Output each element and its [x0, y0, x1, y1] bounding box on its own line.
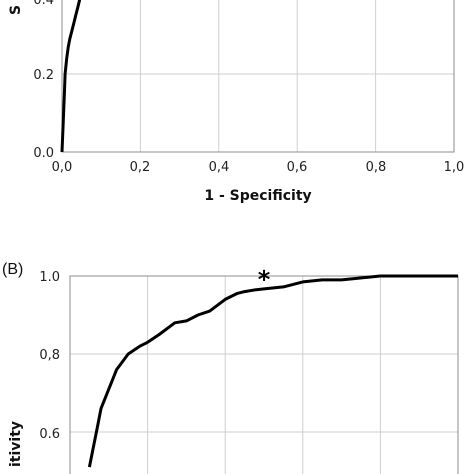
panel-a-x-axis-title: 1 - Specificity	[204, 188, 311, 204]
panel-a-grid	[62, 0, 454, 152]
optimal-cutoff-marker: *	[258, 266, 271, 294]
panel-a-roc-curve	[60, 0, 82, 153]
y-tick-label: 1.0	[39, 270, 60, 285]
x-tick-label: 0,0	[52, 160, 73, 175]
panel-a-x-ticks: 0,0 0,2 0,4 0,6 0,8 1,0	[52, 160, 465, 175]
panel-a-plot-frame	[61, 0, 455, 153]
panel-b-plot-frame	[69, 275, 459, 474]
y-tick-label: 0.2	[33, 68, 54, 83]
panel-b: (B) 1.0 0,8 0.6 itivity *	[2, 261, 459, 474]
y-tick-label: 0,8	[39, 348, 60, 363]
x-tick-label: 1,0	[444, 160, 465, 175]
x-tick-label: 0,2	[130, 160, 151, 175]
panel-b-roc-curve	[87, 274, 458, 468]
panel-b-y-ticks: 1.0 0,8 0.6	[39, 270, 60, 442]
panel-b-grid	[70, 276, 458, 474]
panel-b-y-axis-title: itivity	[8, 421, 24, 467]
y-tick-label: 0.4	[33, 0, 54, 8]
x-tick-label: 0,6	[287, 160, 308, 175]
panel-a-y-ticks: 0.0 0.2 0.4	[33, 0, 54, 161]
x-tick-label: 0,8	[366, 160, 387, 175]
y-tick-label: 0.6	[39, 427, 60, 442]
panel-a-y-axis-title: S	[8, 5, 24, 15]
panel-a: 0.0 0.2 0.4 0,0 0,2 0,4 0,6 0,8 1,0 1 - …	[8, 0, 464, 204]
panel-b-label: (B)	[2, 261, 23, 278]
x-tick-label: 0,4	[209, 160, 230, 175]
y-tick-label: 0.0	[33, 146, 54, 161]
